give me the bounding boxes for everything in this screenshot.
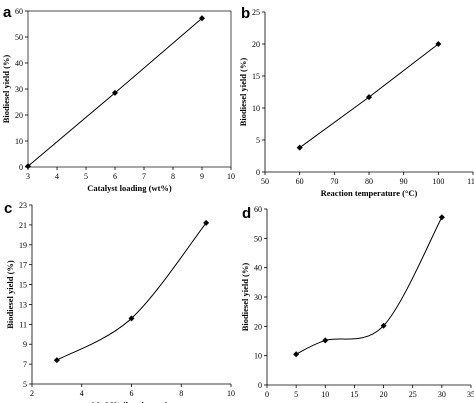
chart-a-panel-letter: a: [3, 4, 12, 21]
chart-a-data-point: [199, 15, 205, 22]
chart-c-x-tick-label: 2: [30, 389, 34, 398]
chart-a-x-axis-title: Catalyst loading (wt%): [87, 183, 172, 193]
chart-a-y-tick-label: 60: [15, 7, 23, 16]
chart-c-panel-letter: c: [4, 200, 12, 217]
chart-c-y-tick-label: 21: [19, 221, 27, 230]
chart-d-y-tick-label: 50: [254, 234, 262, 243]
chart-b-x-tick-label: 80: [365, 177, 373, 186]
chart-a-x-tick-label: 7: [142, 172, 146, 181]
chart-b-x-tick-label: 70: [330, 177, 338, 186]
chart-d-x-tick-label: 15: [350, 390, 358, 399]
chart-b-x-axis-title: Reaction temperature (°C): [321, 188, 418, 198]
chart-d-series-line: [295, 216, 443, 355]
chart-d-y-tick-label: 10: [254, 352, 262, 361]
chart-a-data-point: [112, 89, 118, 96]
chart-a-x-tick-label: 4: [55, 172, 59, 181]
chart-d-x-tick-label: 20: [380, 390, 388, 399]
chart-a-y-tick-label: 40: [15, 59, 23, 68]
chart-d-data-point: [380, 322, 387, 329]
chart-c-y-tick-label: 17: [19, 261, 27, 270]
chart-a-y-tick-label: 50: [15, 33, 23, 42]
chart-a-data-point: [25, 163, 31, 170]
chart-d-data-point: [293, 351, 300, 358]
chart-a-plot-frame: [27, 10, 232, 168]
chart-b-x-tick-label: 110: [467, 177, 474, 186]
chart-b-panel-letter: b: [241, 5, 250, 22]
chart-d-y-tick-label: 40: [254, 264, 262, 273]
chart-b-y-tick-label: 5: [256, 136, 260, 145]
chart-a-x-tick-label: 6: [113, 172, 117, 181]
chart-d-y-tick-label: 60: [254, 205, 262, 214]
chart-b-y-tick-label: 0: [256, 168, 260, 177]
chart-c-data-point: [128, 315, 135, 322]
chart-c-y-tick-label: 23: [19, 201, 27, 210]
chart-c-y-tick-label: 5: [23, 380, 27, 389]
chart-a-y-tick-label: 30: [15, 85, 23, 94]
chart-b-data-point: [435, 41, 442, 47]
chart-a-x-tick-label: 9: [200, 172, 204, 181]
chart-a-y-tick-label: 0: [19, 163, 23, 172]
chart-d-y-tick-label: 30: [254, 293, 262, 302]
chart-c-series-line: [56, 222, 207, 361]
chart-b-y-tick-label: 15: [252, 72, 260, 81]
chart-b-data-point: [366, 94, 372, 101]
chart-c-y-tick-label: 13: [19, 300, 27, 309]
chart-d-x-tick-label: 10: [321, 390, 329, 399]
chart-d-x-tick-label: 0: [265, 390, 269, 399]
chart-c-data-point: [203, 219, 210, 226]
chart-d-y-axis-title: Biodiesel yield (%): [240, 263, 250, 332]
chart-c-y-tick-label: 11: [19, 320, 27, 329]
chart-d-panel-letter: d: [242, 205, 251, 222]
chart-d-x-tick-label: 35: [467, 390, 474, 399]
chart-d-data-point: [322, 337, 329, 344]
chart-c-y-tick-label: 19: [19, 241, 27, 250]
chart-b-x-tick-label: 100: [432, 177, 444, 186]
chart-a-x-tick-label: 5: [84, 172, 88, 181]
chart-b-x-tick-label: 90: [400, 177, 408, 186]
chart-c-x-axis-title: MeOH/oil molar ratio: [92, 400, 172, 403]
chart-a-y-tick-label: 20: [15, 111, 23, 120]
chart-b-y-tick-label: 10: [252, 104, 260, 113]
chart-a-x-tick-label: 8: [171, 172, 175, 181]
chart-a-y-tick-label: 10: [15, 137, 23, 146]
chart-c-y-tick-label: 7: [23, 360, 27, 369]
chart-d-x-tick-label: 25: [409, 390, 417, 399]
chart-b-data-point: [296, 144, 303, 151]
chart-b-y-tick-label: 20: [252, 40, 260, 49]
chart-d-data-point: [438, 214, 445, 221]
chart-c-x-tick-label: 10: [227, 389, 235, 398]
chart-c-x-tick-label: 6: [130, 389, 134, 398]
chart-a-x-tick-label: 10: [227, 172, 235, 181]
chart-c-x-tick-label: 8: [179, 389, 183, 398]
chart-d-y-tick-label: 0: [258, 381, 262, 390]
chart-d-x-tick-label: 30: [438, 390, 446, 399]
chart-a-y-axis-title: Biodiesel yield (%): [1, 55, 11, 124]
chart-d-y-tick-label: 20: [254, 322, 262, 331]
chart-c-y-axis-title: Biodiesel yield (%): [5, 260, 15, 329]
chart-c-y-tick-label: 9: [23, 340, 27, 349]
chart-b-y-tick-label: 25: [252, 8, 260, 17]
chart-c-data-point: [53, 357, 60, 364]
chart-a: a 3 4 5 6 7 8 9 10 0 10 20 30 40 50 60 Catalyst loading …: [1, 4, 235, 193]
chart-a-x-tick-label: 3: [26, 172, 30, 181]
chart-d-x-axis-title: Reaction time (min): [333, 401, 405, 403]
chart-c-x-tick-label: 4: [80, 389, 84, 398]
chart-b: b 50 60 70 80 90 100 110 0 5 10 15 20 25 Reaction temp…: [238, 5, 474, 198]
chart-b-x-tick-label: 60: [296, 177, 304, 186]
chart-b-y-axis-title: Biodiesel yield (%): [238, 58, 248, 127]
chart-d: d 0 5 10 15 20 25 30 35 0 10 20 30 40 50 60 Reaction tim…: [240, 205, 474, 403]
chart-b-x-tick-label: 50: [261, 177, 269, 186]
chart-c: c 2 4 6 8 10 5 7 9 11 13 15 17 19 21 23 MeOH/oil molar r…: [4, 200, 235, 403]
chart-c-y-tick-label: 15: [19, 281, 27, 290]
chart-d-x-tick-label: 5: [294, 390, 298, 399]
